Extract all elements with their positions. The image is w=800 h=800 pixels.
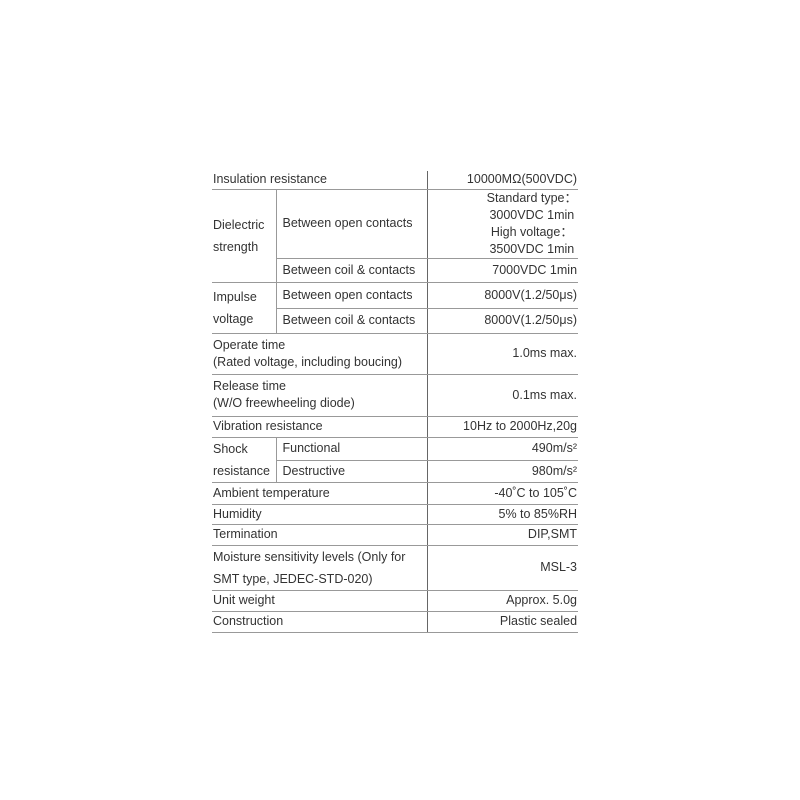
table-row: Humidity 5% to 85%RH xyxy=(212,504,579,525)
table-row: Release time (W/O freewheeling diode) 0.1… xyxy=(212,374,579,417)
table-row: Between coil & contacts 7000VDC 1min xyxy=(212,258,579,283)
row-label: Construction xyxy=(212,611,428,633)
row-label: Release time (W/O freewheeling diode) xyxy=(212,374,428,417)
row-value: -40˚C to 105˚C xyxy=(426,482,579,505)
table-row: Shock resistance Functional 490m/s² xyxy=(212,437,579,483)
table-row: Termination DIP,SMT xyxy=(212,524,579,546)
row-value: 8000V(1.2/50μs) xyxy=(426,308,579,334)
row-value: DIP,SMT xyxy=(426,524,579,546)
row-value: 490m/s² xyxy=(426,437,579,461)
group-label: Impulse voltage xyxy=(212,282,276,334)
table-row: Vibration resistance 10Hz to 2000Hz,20g xyxy=(212,416,579,438)
table-row: Insulation resistance 10000MΩ(500VDC) xyxy=(212,171,579,190)
table-row: Impulse voltage Between open contacts 800… xyxy=(212,282,579,334)
row-label: Destructive xyxy=(275,460,428,483)
row-label: Between open contacts xyxy=(275,189,428,259)
row-label: Between coil & contacts xyxy=(275,258,428,283)
row-label: Between open contacts xyxy=(275,282,428,309)
row-label: Unit weight xyxy=(212,590,428,612)
table-row: Moisture sensitivity levels (Only for SMT… xyxy=(212,545,579,591)
row-value: 10000MΩ(500VDC) xyxy=(426,171,579,190)
row-label: Ambient temperature xyxy=(212,482,428,505)
row-label: Operate time (Rated voltage, including bo… xyxy=(212,333,428,375)
table-row: Construction Plastic sealed xyxy=(212,611,579,633)
table-row: Ambient temperature -40˚C to 105˚C xyxy=(212,482,579,505)
row-label: Functional xyxy=(275,437,428,461)
row-value: 7000VDC 1min xyxy=(426,258,579,283)
row-label: Vibration resistance xyxy=(212,416,428,438)
row-label: Termination xyxy=(212,524,428,546)
row-label: Insulation resistance xyxy=(212,171,428,190)
row-value: Standard type： 3000VDC 1min High voltage： 3… xyxy=(426,189,579,259)
table-row: Operate time (Rated voltage, including bo… xyxy=(212,333,579,375)
table-row: Dielectric strength Between open contacts… xyxy=(212,189,579,283)
group-label: Dielectric strength xyxy=(212,189,276,283)
row-label: Moisture sensitivity levels (Only for SMT… xyxy=(212,545,428,591)
row-value: Plastic sealed xyxy=(426,611,579,633)
row-label: Between coil & contacts xyxy=(275,308,428,334)
group-label: Shock resistance xyxy=(212,437,276,483)
specifications-table: Insulation resistance 10000MΩ(500VDC) Di… xyxy=(212,171,579,633)
row-value: 8000V(1.2/50μs) xyxy=(426,282,579,309)
row-value: MSL-3 xyxy=(426,545,579,591)
row-value: 1.0ms max. xyxy=(426,333,579,375)
row-value: 0.1ms max. xyxy=(426,374,579,417)
row-value: Approx. 5.0g xyxy=(426,590,579,612)
row-value: 5% to 85%RH xyxy=(426,504,579,525)
row-label: Humidity xyxy=(212,504,428,525)
row-value: 980m/s² xyxy=(426,460,579,483)
table-row: Unit weight Approx. 5.0g xyxy=(212,590,579,612)
table-row: Destructive 980m/s² xyxy=(212,460,579,483)
row-value: 10Hz to 2000Hz,20g xyxy=(426,416,579,438)
table-row: Between coil & contacts 8000V(1.2/50μs) xyxy=(212,308,579,334)
